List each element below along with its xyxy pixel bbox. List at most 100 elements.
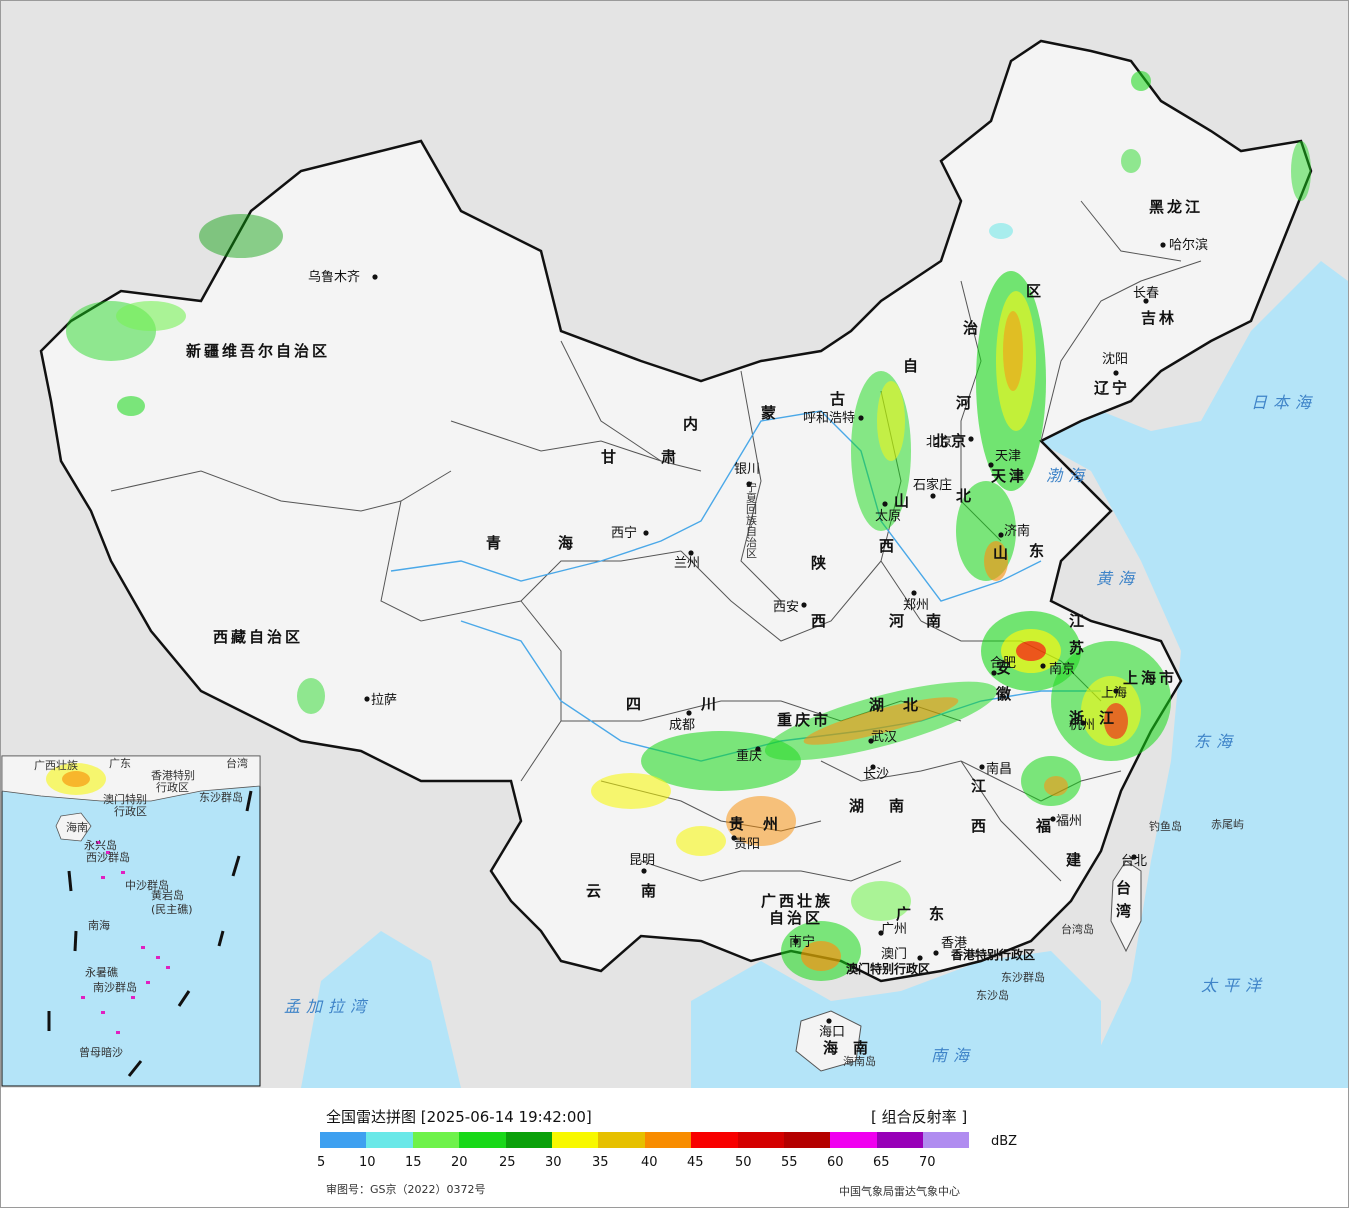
province-label-shanxi-a: 山 [894,492,912,510]
city-dot-huhehaote [858,415,864,421]
city-label-changsha: 长沙 [863,767,889,782]
approval-number: 审图号：GS京（2022）0372号 [326,1183,486,1196]
province-label-shanxi-b: 西 [879,537,897,555]
city-label-shanghai-city: 上海 [1101,686,1127,701]
province-label-ningxia-char: 自 [746,525,757,538]
province-label-xizang: 西藏自治区 [213,628,303,646]
scale-tick: 20 [451,1155,468,1170]
city-dot-hefei [991,670,997,676]
legend-panel: 全国雷达拼图 [2025-06-14 19:42:00] [ 组合反射率 ] 5… [1,1088,1348,1207]
inset-yongshu: 永暑礁 [85,965,118,979]
sea-label-yellow_sea: 黄海 [1096,569,1140,588]
province-label-ningxia-char: 区 [746,547,757,560]
inset-macau: 澳门特别 [103,792,147,806]
province-label-sichuan-a: 四 [626,695,644,713]
province-label-guangdong-b: 东 [929,905,947,923]
province-label-neimenggu-d: 自 [903,357,921,375]
inset-zhongsha: 中沙群岛 [125,878,169,892]
province-label-xinjiang: 新疆维吾尔自治区 [186,342,330,360]
city-dot-xian [801,602,807,608]
province-label-zhejiang-a: 浙 [1069,709,1087,727]
city-label-fuzhou: 福州 [1056,814,1082,829]
province-label-gansu-b: 肃 [661,448,679,466]
city-markers [364,242,1166,1024]
city-label-guangzhou: 广州 [881,922,907,937]
province-label-taiwan-a: 台 [1116,879,1134,897]
scale-swatch [783,1132,831,1148]
province-label-neimenggu-e: 治 [963,319,981,337]
scale-swatch [366,1132,413,1148]
city-label-wuhan: 武汉 [871,730,897,745]
city-dot-aomen [917,955,923,961]
scale-tick: 65 [873,1155,890,1170]
province-label-hunan-a: 湖 [849,797,867,815]
city-dot-wuhan [868,738,874,744]
province-label-hebei-a: 河 [956,394,974,412]
city-label-taibei: 台北 [1121,854,1147,869]
scale-tick: 55 [781,1155,798,1170]
scale-tick: 50 [735,1155,752,1170]
city-dot-lasa [364,696,370,702]
province-label-shanghai: 上海市 [1123,669,1177,687]
city-label-taiyuan: 太原 [875,509,901,524]
province-label-shandong-b: 东 [1029,542,1047,560]
radar-echoes [66,71,1311,981]
province-label-neimenggu-c: 古 [830,390,848,408]
inset-huangyan: 黄岩岛 [151,888,184,902]
city-label-xianggang: 香港 [941,936,967,951]
sea-label-japan_sea: 日本海 [1251,393,1317,412]
province-label-hebei-b: 北 [956,487,974,505]
province-label-guangxi-b: 自治区 [769,909,823,927]
city-label-kunming: 昆明 [629,853,655,868]
unit-label: dBZ [991,1134,1018,1149]
province-label-neimenggu-f: 区 [1026,282,1044,300]
city-dot-hangzhou [1080,720,1086,726]
province-label-jilin: 吉林 [1141,309,1177,327]
sea-label-south_sea: 南海 [931,1046,975,1065]
city-label-tianjin-city: 天津 [995,449,1021,464]
scale-ticks: 5 10 15 20 25 30 35 40 45 50 55 60 65 70 [306,1155,1006,1173]
province-label-hubei-b: 北 [903,696,921,714]
province-label-beijing: 北京 [933,432,969,450]
province-label-yunnan-b: 南 [641,882,659,900]
city-label-guiyang: 贵阳 [734,837,760,852]
city-label-aomen: 澳门 [881,946,907,962]
city-label-nanning: 南宁 [789,934,815,950]
province-label-anhui-b: 徽 [995,685,1014,703]
scale-tick: 70 [919,1155,936,1170]
province-label-hainan-b: 南 [853,1039,871,1057]
island-label-hainan_dao: 海南岛 [843,1054,876,1068]
color-scale [320,1132,970,1148]
city-dot-changchun [1143,298,1149,304]
scale-tick: 60 [827,1155,844,1170]
city-dot-chongqing-city [755,746,761,752]
city-dot-nanjing [1040,663,1046,669]
city-dot-kunming [641,868,647,874]
city-dot-guiyang [731,835,737,841]
province-label-yunnan-a: 云 [586,882,604,900]
inset-xisha: 西沙群岛 [86,850,130,864]
province-label-guangxi-a: 广西壮族 [761,892,833,910]
city-label-haikou: 海口 [819,1025,845,1040]
inset-guangxi: 广西壮族 [34,758,78,772]
province-label-shaanxi-a: 陕 [811,554,829,572]
inset-nansha: 南沙群岛 [93,980,137,994]
product-type: [ 组合反射率 ] [871,1108,968,1126]
province-label-neimenggu-b: 蒙 [761,404,779,422]
province-label-fujian-b: 建 [1066,851,1084,869]
province-label-sichuan-b: 川 [700,695,719,713]
scale-swatch [876,1132,924,1148]
province-label-ningxia-char: 治 [746,535,757,549]
scale-swatch [505,1132,552,1148]
province-label-anhui-a: 安 [996,659,1014,677]
inset-dongsha: 东沙群岛 [199,790,243,804]
scale-swatch [923,1132,970,1148]
city-label-xining: 西宁 [611,525,637,541]
city-label-jinan: 济南 [1004,523,1030,539]
city-label-hangzhou: 杭州 [1069,718,1095,733]
city-dot-nanning [793,938,799,944]
scale-swatch [691,1132,738,1148]
scale-tick: 5 [317,1155,326,1170]
province-label-liaoning: 辽宁 [1094,379,1130,397]
